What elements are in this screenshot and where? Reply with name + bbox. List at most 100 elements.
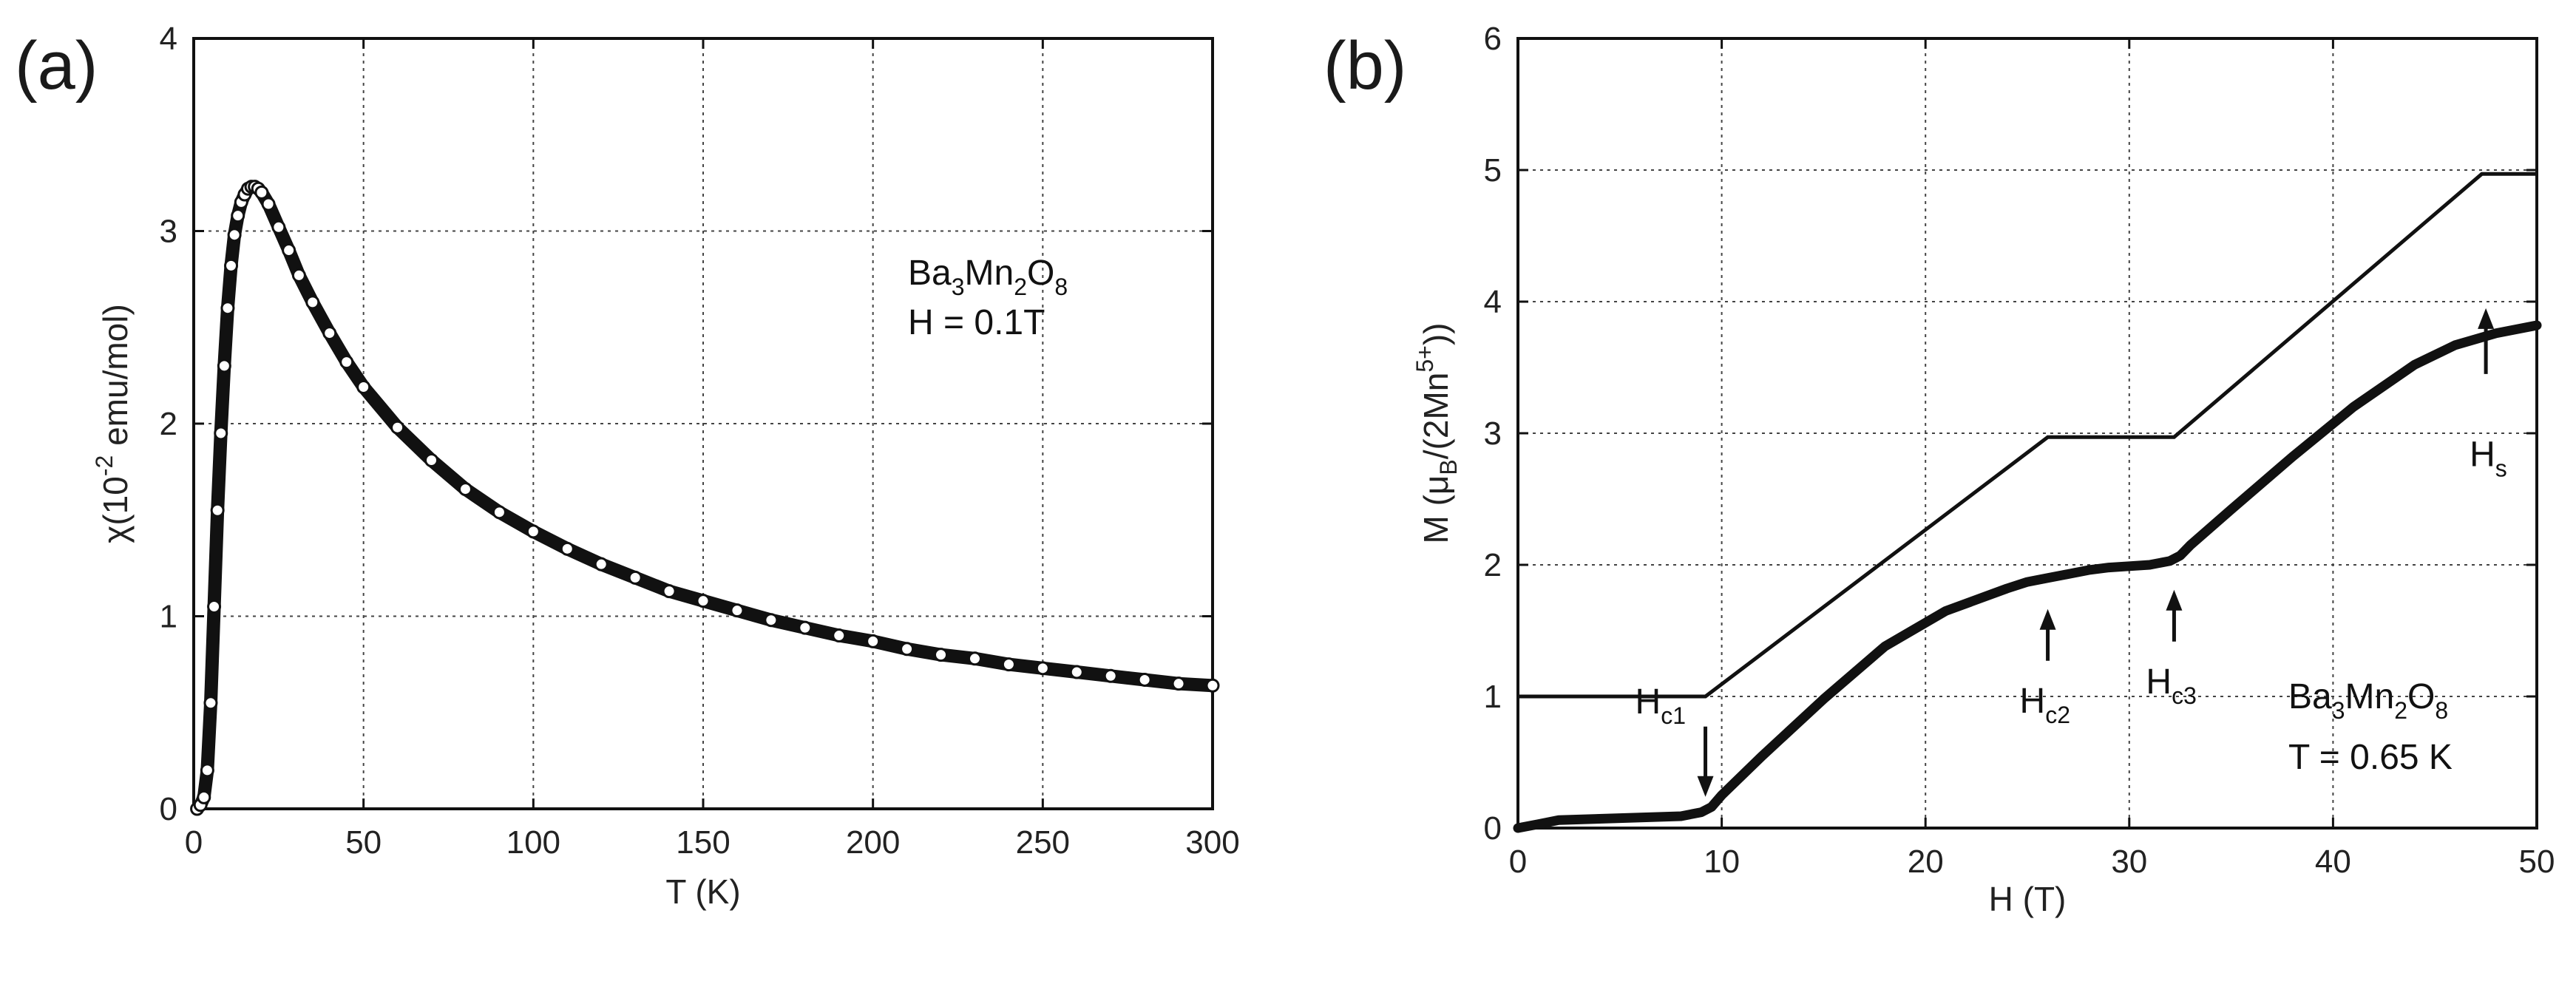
panel-a-data-point xyxy=(390,420,405,435)
panel-a-x-tick-label: 50 xyxy=(345,824,382,861)
panel-b-condition-label: T = 0.65 K xyxy=(2288,738,2453,777)
panel-a-data-point xyxy=(764,613,779,628)
panel-a-data-point xyxy=(900,642,915,657)
panel-b-marker-label-s: Hs xyxy=(2470,435,2507,482)
panel-a-data-point xyxy=(224,258,239,273)
panel-a: (a) 0 50 100 150 200 250 300 0 1 2 3 4 T (K) χ(10-2… xyxy=(15,21,1240,911)
panel-b-x-tick-label: 50 xyxy=(2519,844,2555,880)
panel-b-x-tick-label: 0 xyxy=(1509,844,1527,880)
panel-a-data-point xyxy=(1001,657,1016,672)
panel-a-data-point xyxy=(832,628,847,643)
panel-b-x-tick-label: 40 xyxy=(2315,844,2351,880)
panel-b-marker-arrowhead-c3 xyxy=(2166,589,2183,611)
panel-a-data-point xyxy=(231,208,245,223)
panel-a-data-point xyxy=(200,763,214,778)
panel-b-model-line xyxy=(1518,172,2537,699)
panel-a-data-point xyxy=(227,228,242,242)
panel-b-y-tick-label: 6 xyxy=(1484,21,1502,57)
panel-b-marker-label-c3: Hc3 xyxy=(2146,662,2196,709)
panel-a-y-tick-label: 2 xyxy=(160,406,177,442)
panel-a-data-point xyxy=(662,584,677,599)
panel-b-critical-field-markers: Hc1 Hc2 Hc3 Hs xyxy=(1636,308,2507,797)
panel-a-data-point xyxy=(282,243,296,258)
panel-a-data-point xyxy=(798,620,813,635)
panel-a-x-tick-label: 150 xyxy=(676,824,730,861)
panel-a-data-point xyxy=(261,197,276,211)
panel-a-data-point xyxy=(492,505,506,520)
panel-a-data-point xyxy=(217,359,231,373)
panel-a-y-tick-label: 0 xyxy=(160,791,177,827)
panel-b-x-axis-label: H (T) xyxy=(1989,880,2067,918)
panel-a-data-point xyxy=(628,570,643,585)
panel-b-y-tick-label: 3 xyxy=(1484,416,1502,452)
panel-a-x-tick-label: 0 xyxy=(185,824,203,861)
panel-a-data-point xyxy=(210,503,225,518)
panel-a-x-axis-label: T (K) xyxy=(665,872,740,911)
panel-b-marker-label-c2: Hc2 xyxy=(2020,682,2070,728)
panel-a-y-tick-label: 4 xyxy=(160,21,177,57)
panel-b-y-tick-label: 5 xyxy=(1484,152,1502,189)
panel-a-compound-label: Ba3Mn2O8 xyxy=(908,254,1068,300)
panel-b-compound-label: Ba3Mn2O8 xyxy=(2288,677,2448,724)
panel-a-x-tick-label: 250 xyxy=(1016,824,1070,861)
panel-a-y-tick-label: 3 xyxy=(160,214,177,250)
panel-a-data-point xyxy=(197,790,211,804)
panel-b-y-tick-label: 0 xyxy=(1484,810,1502,847)
panel-b-marker-arrowhead-c1 xyxy=(1697,776,1714,797)
panel-a-data-point xyxy=(220,301,235,316)
panel-a-data-point xyxy=(1205,678,1220,693)
panel-b-measured-line xyxy=(1513,320,2542,833)
panel-a-data-point xyxy=(1137,672,1152,687)
panel-b-x-tick-label: 30 xyxy=(2111,844,2147,880)
panel-a-data-point xyxy=(254,185,269,200)
panel-a-y-tick-label: 1 xyxy=(160,599,177,635)
panel-a-data-point xyxy=(934,648,949,662)
panel-b-y-tick-label: 4 xyxy=(1484,284,1502,320)
panel-b-y-axis-label: M (μB/(2Mn5+)) xyxy=(1411,323,1462,544)
panel-a-data-point xyxy=(322,326,337,341)
panel-a-data-point xyxy=(730,603,745,618)
panel-b-y-tick-label: 2 xyxy=(1484,547,1502,583)
panel-a-data-point xyxy=(1069,665,1084,679)
panel-a-condition-label: H = 0.1T xyxy=(908,303,1045,342)
panel-a-data-point xyxy=(203,696,218,710)
panel-a-data-point xyxy=(526,524,540,539)
panel-a-data-point xyxy=(356,380,371,395)
panel-a-ticks: 0 50 100 150 200 250 300 0 1 2 3 4 xyxy=(160,21,1240,861)
panel-a-data-point xyxy=(214,426,228,441)
panel-a-x-tick-label: 200 xyxy=(846,824,900,861)
panel-a-x-tick-label: 300 xyxy=(1185,824,1239,861)
panel-b-y-tick-label: 1 xyxy=(1484,679,1502,715)
panel-a-data-points xyxy=(190,180,1220,816)
panel-a-data-point xyxy=(271,220,286,234)
panel-a-label: (a) xyxy=(15,28,98,104)
panel-a-data-point xyxy=(967,651,982,666)
panel-a-data-point xyxy=(560,541,574,556)
panel-b-marker-label-c1: Hc1 xyxy=(1636,682,1686,729)
panel-a-data-point xyxy=(1103,668,1118,683)
panel-b: (b) 0 10 20 30 40 50 0 1 2 3 4 5 6 Hc1 Hc2 Hc3 Hs H (T)… xyxy=(1323,21,2555,918)
panel-a-data-point xyxy=(1171,676,1186,691)
panel-a-data-point xyxy=(207,599,222,614)
panel-a-data-point xyxy=(305,295,320,310)
panel-b-marker-arrowhead-s xyxy=(2478,308,2495,329)
panel-b-gridlines xyxy=(1518,38,2537,828)
panel-a-data-point xyxy=(291,268,306,282)
panel-a-y-axis-label: χ(10-2 emu/mol) xyxy=(91,304,135,543)
panel-a-plot-frame xyxy=(192,37,1214,810)
panel-b-label: (b) xyxy=(1323,28,1406,104)
panel-b-x-tick-label: 20 xyxy=(1908,844,1944,880)
panel-a-data-point xyxy=(424,452,439,467)
panel-a-data-point xyxy=(866,634,881,648)
panel-a-data-point xyxy=(458,482,472,497)
panel-b-marker-arrowhead-c2 xyxy=(2039,608,2056,630)
panel-a-x-tick-label: 100 xyxy=(506,824,560,861)
panel-a-data-point xyxy=(594,557,609,571)
panel-b-x-tick-label: 10 xyxy=(1704,844,1740,880)
panel-a-data-point xyxy=(1035,661,1050,676)
panel-b-plot-frame xyxy=(1516,37,2538,830)
panel-a-data-point xyxy=(339,355,354,370)
panel-a-gridlines xyxy=(194,38,1213,809)
panel-a-data-point xyxy=(696,594,711,608)
